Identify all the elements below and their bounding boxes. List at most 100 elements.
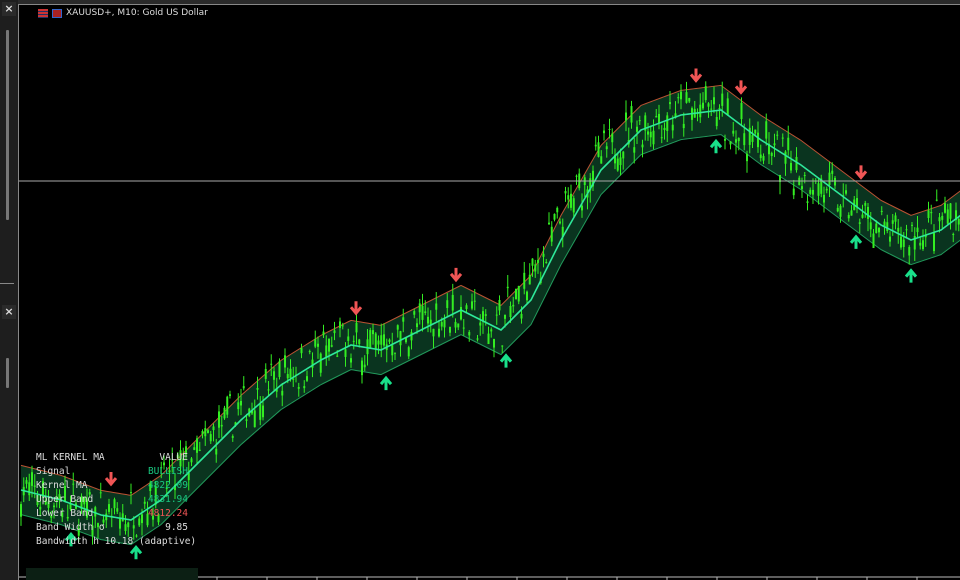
candle-body bbox=[33, 485, 36, 487]
candle-body bbox=[322, 331, 325, 336]
candle-body bbox=[99, 492, 102, 494]
candle-body bbox=[784, 151, 787, 164]
candle-body bbox=[176, 454, 179, 458]
candle-body bbox=[253, 410, 256, 428]
candle-body bbox=[138, 518, 141, 526]
candle-body bbox=[779, 174, 781, 182]
candle-body bbox=[31, 472, 33, 486]
candle-body bbox=[330, 345, 333, 347]
candle-body bbox=[600, 156, 603, 164]
candle-body bbox=[765, 121, 768, 139]
candle-body bbox=[308, 351, 311, 353]
scrollbar[interactable] bbox=[6, 30, 9, 220]
candle-body bbox=[501, 345, 504, 347]
candle-body bbox=[655, 116, 658, 118]
candle-body bbox=[421, 305, 424, 320]
candle-body bbox=[333, 330, 336, 334]
candle-body bbox=[916, 227, 919, 233]
candle-body bbox=[80, 496, 83, 510]
symbol-icon bbox=[52, 8, 62, 18]
candle-body bbox=[581, 205, 583, 211]
candle-body bbox=[212, 426, 215, 431]
candle-body bbox=[438, 328, 440, 337]
close-icon[interactable]: × bbox=[2, 2, 16, 16]
candle-body bbox=[828, 172, 831, 185]
candle-body bbox=[913, 236, 916, 250]
candle-body bbox=[427, 316, 429, 324]
candle-body bbox=[374, 333, 377, 350]
candle-body bbox=[432, 328, 435, 337]
candle-body bbox=[187, 472, 190, 481]
candle-body bbox=[735, 139, 737, 143]
candle-body bbox=[605, 146, 608, 150]
candle-body bbox=[933, 233, 935, 252]
candle-body bbox=[638, 120, 641, 122]
candle-body bbox=[856, 198, 858, 208]
panel-row: Band Width σ 9.85 bbox=[36, 521, 188, 535]
candle-body bbox=[91, 525, 94, 536]
candle-body bbox=[319, 353, 322, 373]
panel-row-value: 4812.24 bbox=[147, 508, 188, 519]
candle-body bbox=[220, 424, 223, 427]
close-icon[interactable]: × bbox=[2, 305, 16, 319]
candle-body bbox=[680, 91, 682, 100]
candle-body bbox=[768, 143, 770, 155]
candle-body bbox=[517, 285, 520, 302]
candle-body bbox=[383, 334, 385, 346]
candle-body bbox=[545, 261, 548, 264]
candle-body bbox=[416, 323, 418, 328]
panel-header-value: VALUE bbox=[159, 452, 188, 463]
candle-body bbox=[669, 102, 671, 105]
candle-body bbox=[685, 92, 688, 103]
candle-body bbox=[119, 518, 121, 529]
chart-title: XAUUSD+, M10: Gold US Dollar bbox=[38, 8, 208, 18]
candle-body bbox=[328, 338, 330, 352]
arrow-down-icon bbox=[854, 165, 868, 180]
candle-body bbox=[889, 236, 891, 242]
candle-body bbox=[281, 390, 284, 396]
candle-body bbox=[792, 188, 795, 196]
candle-body bbox=[198, 449, 201, 451]
candle-body bbox=[435, 303, 438, 310]
candle-body bbox=[454, 321, 457, 328]
candle-body bbox=[479, 322, 482, 326]
candle-body bbox=[413, 311, 416, 315]
candle-body bbox=[548, 222, 550, 225]
candle-body bbox=[911, 224, 913, 226]
candle-body bbox=[361, 360, 363, 376]
candle-body bbox=[622, 151, 625, 159]
candle-body bbox=[556, 207, 559, 213]
candle-body bbox=[471, 301, 473, 309]
candle-body bbox=[652, 130, 655, 145]
candle-body bbox=[559, 221, 561, 224]
candle-body bbox=[611, 133, 614, 143]
candle-body bbox=[666, 115, 669, 131]
candle-body bbox=[418, 303, 421, 313]
candle-body bbox=[251, 410, 253, 414]
candle-body bbox=[817, 183, 820, 196]
candle-body bbox=[465, 305, 468, 309]
candle-body bbox=[770, 152, 773, 156]
arrow-down-icon bbox=[449, 267, 463, 283]
candle-body bbox=[743, 133, 746, 146]
candle-body bbox=[754, 129, 757, 134]
candle-body bbox=[762, 155, 765, 161]
scrollbar[interactable] bbox=[6, 358, 9, 388]
candle-body bbox=[460, 306, 462, 320]
candle-body bbox=[847, 214, 850, 219]
candle-body bbox=[721, 93, 724, 106]
candle-body bbox=[366, 339, 369, 355]
candle-body bbox=[443, 319, 446, 328]
candle-body bbox=[336, 355, 339, 357]
candle-body bbox=[671, 124, 674, 131]
price-chart[interactable] bbox=[18, 5, 960, 580]
candle-body bbox=[820, 178, 823, 194]
candle-body bbox=[938, 217, 941, 222]
candle-body bbox=[473, 300, 476, 302]
candle-body bbox=[174, 484, 176, 491]
candle-body bbox=[886, 222, 889, 231]
candle-body bbox=[880, 210, 883, 212]
candle-body bbox=[207, 430, 209, 433]
candle-body bbox=[825, 188, 828, 191]
candle-body bbox=[284, 355, 286, 368]
